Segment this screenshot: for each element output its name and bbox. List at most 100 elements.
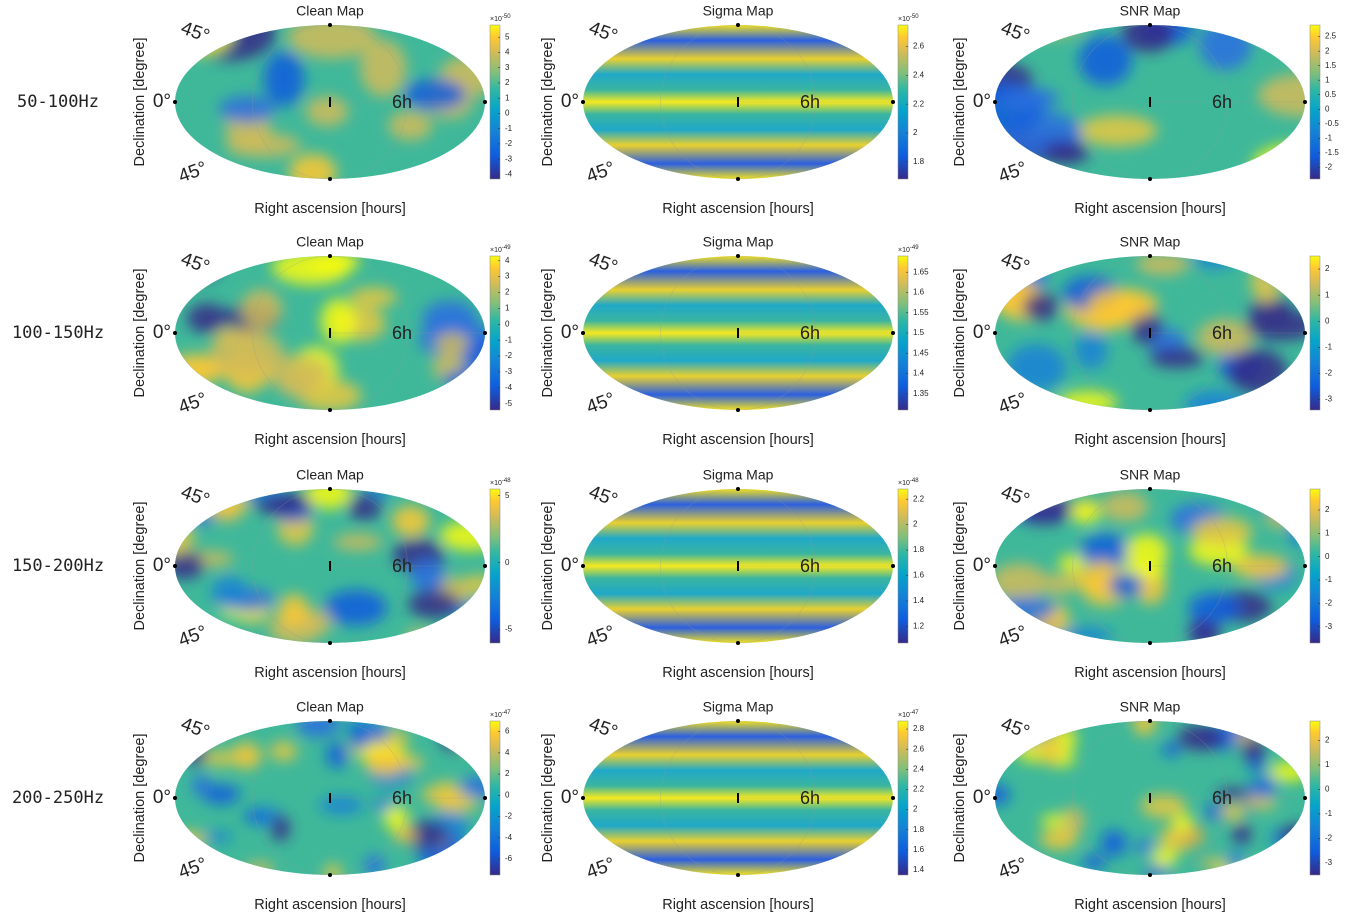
sky-map <box>991 475 1314 656</box>
map-blob <box>157 520 194 554</box>
row-label: 50-100Hz <box>17 92 99 112</box>
map-blob <box>288 16 377 59</box>
map-blob <box>1125 534 1168 571</box>
map-blob <box>1058 391 1118 413</box>
edge-tick <box>173 796 177 800</box>
lat-label: 45° <box>998 249 1032 279</box>
map-blob <box>333 534 382 551</box>
map-blob <box>1172 814 1193 831</box>
map-blob <box>364 750 406 775</box>
lat-label: 45° <box>996 158 1030 188</box>
colorbar-tick-label: 0 <box>1325 785 1330 794</box>
colorbar-tick-label: 1.55 <box>913 308 929 317</box>
lat-label: 0° <box>561 555 579 576</box>
colorbar-tick-label: -2 <box>505 139 513 148</box>
edge-tick <box>1303 331 1307 335</box>
colorbar-tick-label: -4 <box>505 383 513 392</box>
edge-tick <box>1303 564 1307 568</box>
map-blob <box>388 111 432 141</box>
map-blob <box>192 775 210 796</box>
lat-label: 45° <box>998 482 1032 512</box>
y-axis-label: Declination [degree] <box>952 38 968 167</box>
colorbar <box>1310 256 1320 410</box>
map-blob <box>435 332 469 355</box>
ra-label: 6h <box>800 92 820 112</box>
map-blob <box>310 250 359 274</box>
edge-tick <box>736 641 740 645</box>
map-title: Sigma Map <box>703 234 774 250</box>
edge-tick <box>993 564 997 568</box>
edge-tick <box>736 873 740 877</box>
lat-label: 0° <box>153 555 171 576</box>
x-axis-label: Right ascension [hours] <box>254 897 406 913</box>
map-blob <box>443 369 494 390</box>
lat-label: 45° <box>178 714 212 744</box>
colorbar-tick-label: 0 <box>505 558 510 567</box>
edge-tick <box>993 796 997 800</box>
sky-map <box>581 254 895 412</box>
map-blob <box>1122 13 1175 52</box>
sky-map <box>981 710 1323 880</box>
edge-tick <box>173 564 177 568</box>
scale-base: ×10 <box>490 712 502 719</box>
x-axis-label: Right ascension [hours] <box>1074 432 1226 448</box>
map-blob <box>264 51 305 106</box>
map-blob <box>393 829 418 842</box>
map-blob <box>1264 260 1312 280</box>
scale-power: -50 <box>502 14 511 20</box>
y-axis-label: Declination [degree] <box>132 38 148 167</box>
map-blob <box>1059 555 1086 572</box>
edge-tick <box>993 100 997 104</box>
edge-tick <box>1148 641 1152 645</box>
map-blob <box>209 329 283 375</box>
colorbar-tick-label: 2.8 <box>913 724 925 733</box>
edge-tick <box>736 719 740 723</box>
colorbar-tick-label: 1.65 <box>913 267 929 276</box>
x-axis-label: Right ascension [hours] <box>662 665 814 681</box>
lat-label: 45° <box>176 854 210 884</box>
map-blob <box>1265 502 1296 529</box>
colorbar-tick-label: 2 <box>1325 736 1330 745</box>
map-blob <box>1242 737 1265 762</box>
map-blob <box>1074 332 1107 369</box>
colorbar <box>1310 489 1320 643</box>
edge-tick <box>173 100 177 104</box>
lat-label: 0° <box>561 787 579 808</box>
lat-label: 0° <box>561 322 579 343</box>
colorbar <box>1310 721 1320 875</box>
colorbar-tick-label: -2 <box>505 812 513 821</box>
map-blob <box>1188 592 1241 623</box>
colorbar-tick-label: 2.5 <box>1325 32 1337 41</box>
y-axis-label: Declination [degree] <box>540 502 556 631</box>
map-blob <box>405 629 434 655</box>
ra-label: 6h <box>800 556 820 576</box>
map-blob <box>1040 829 1078 849</box>
y-axis-label: Declination [degree] <box>132 734 148 863</box>
map-title: Sigma Map <box>703 699 774 715</box>
map-blob <box>1251 260 1281 303</box>
ra-label: 6h <box>1212 788 1232 808</box>
colorbar-tick-label: 1.6 <box>913 288 925 297</box>
colorbar-tick-label: -1 <box>1325 342 1333 351</box>
map-blob <box>998 88 1059 110</box>
map-blob <box>347 494 381 520</box>
lat-label: 45° <box>586 482 620 512</box>
row-label: 100-150Hz <box>12 323 104 343</box>
colorbar-tick-label: -2 <box>1325 162 1333 171</box>
map-blob <box>404 79 466 110</box>
scale-base: ×10 <box>490 247 502 254</box>
lat-label: 0° <box>973 322 991 343</box>
map-blob <box>410 559 446 593</box>
map-blob <box>1232 823 1251 845</box>
colorbar-scale: ×10-48 <box>490 478 511 487</box>
colorbar-tick-label: -4 <box>505 170 513 179</box>
sky-map <box>985 247 1318 418</box>
map-blob <box>1255 475 1312 513</box>
colorbar-tick-label: 1.4 <box>913 596 925 605</box>
colorbar-tick-label: 5 <box>505 32 510 41</box>
map-blob <box>1162 742 1182 756</box>
map-blob <box>1285 475 1313 505</box>
lat-label: 45° <box>584 158 618 188</box>
map-blob <box>1101 830 1127 857</box>
map-blob <box>319 796 364 815</box>
